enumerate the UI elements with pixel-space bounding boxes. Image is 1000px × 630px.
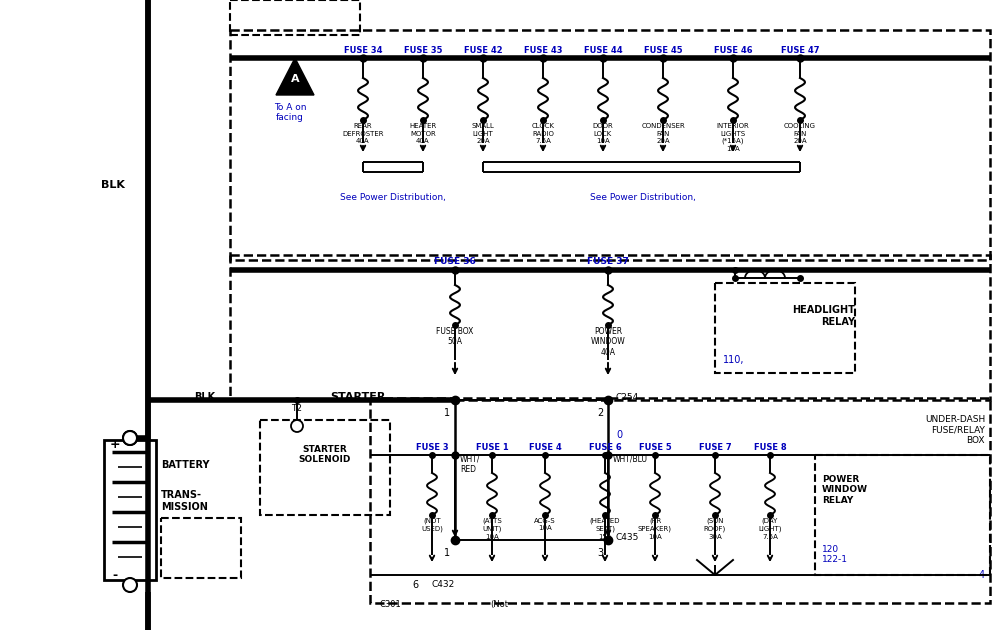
Text: CLOCK
RADIO
7.5A: CLOCK RADIO 7.5A [532, 123, 554, 144]
Text: 1: 1 [444, 408, 450, 418]
Text: COOLING
FAN
20A: COOLING FAN 20A [784, 123, 816, 144]
Text: C432: C432 [432, 580, 455, 589]
Text: TRANS-
MISSION: TRANS- MISSION [161, 490, 208, 512]
Text: SMALL
LIGHT
20A: SMALL LIGHT 20A [472, 123, 494, 144]
Text: FUSE 36: FUSE 36 [434, 257, 476, 266]
Polygon shape [276, 58, 314, 95]
Text: 1: 1 [444, 548, 450, 558]
Bar [260, 420, 390, 515]
Text: See Power Distribution,: See Power Distribution, [340, 193, 446, 202]
Bar [230, 0, 360, 35]
Text: FUSE 44: FUSE 44 [584, 46, 622, 55]
Text: FUSE 37: FUSE 37 [587, 257, 629, 266]
Text: FUSE 45: FUSE 45 [644, 46, 682, 55]
Text: BATTERY: BATTERY [161, 460, 210, 470]
Text: INTERIOR
LIGHTS
(*15A)
10A: INTERIOR LIGHTS (*15A) 10A [717, 123, 749, 152]
Text: FUSE 35: FUSE 35 [404, 46, 442, 55]
Circle shape [123, 431, 137, 445]
Text: To A on
facing: To A on facing [274, 103, 306, 122]
Text: C254: C254 [616, 392, 639, 401]
Text: (ATTS
UNIT)
10A: (ATTS UNIT) 10A [482, 518, 502, 540]
Bar [230, 255, 990, 400]
Text: 0: 0 [616, 430, 622, 440]
Text: 3: 3 [597, 548, 603, 558]
Text: (DAY
LIGHT)
7.5A: (DAY LIGHT) 7.5A [758, 518, 782, 540]
Text: A: A [291, 74, 299, 84]
Text: (HEATED
SEAT)
15A: (HEATED SEAT) 15A [590, 518, 620, 540]
Text: FUSE 4: FUSE 4 [529, 443, 561, 452]
Text: STARTER
SOLENOID: STARTER SOLENOID [299, 445, 351, 464]
Bar [161, 518, 241, 578]
Text: -: - [112, 568, 118, 581]
Text: 120
122-1: 120 122-1 [822, 545, 848, 564]
Circle shape [123, 431, 137, 445]
Text: POWER
WINDOW
RELAY: POWER WINDOW RELAY [822, 475, 868, 505]
Text: BLK: BLK [194, 392, 215, 402]
Bar [715, 283, 855, 373]
Bar [370, 398, 990, 603]
Text: FUSE 8: FUSE 8 [754, 443, 786, 452]
Text: FUSE 1: FUSE 1 [476, 443, 508, 452]
Text: FUSE 43: FUSE 43 [524, 46, 562, 55]
Text: (SUN
ROOF)
30A: (SUN ROOF) 30A [704, 518, 726, 540]
Text: FUSE 6: FUSE 6 [589, 443, 621, 452]
Bar [815, 455, 990, 575]
Text: WHT/BLU: WHT/BLU [613, 455, 648, 464]
Text: CONDENSER
FAN
20A: CONDENSER FAN 20A [641, 123, 685, 144]
Text: DOOR
LOCK
10A: DOOR LOCK 10A [593, 123, 613, 144]
Text: (RR
SPEAKER)
10A: (RR SPEAKER) 10A [638, 518, 672, 540]
Text: FUSE 3: FUSE 3 [416, 443, 448, 452]
Text: C435: C435 [616, 532, 639, 542]
Circle shape [123, 578, 137, 592]
Text: POWER
WINDOW
40A: POWER WINDOW 40A [591, 327, 625, 357]
Text: See Power Distribution,: See Power Distribution, [590, 193, 696, 202]
Text: REAR
DEFROSTER
40A: REAR DEFROSTER 40A [342, 123, 384, 144]
Text: ACG-S
10A: ACG-S 10A [534, 518, 556, 532]
Text: C301: C301 [380, 600, 402, 609]
Text: 4: 4 [979, 570, 985, 580]
Text: 2: 2 [597, 408, 603, 418]
Text: FUSE 34: FUSE 34 [344, 46, 382, 55]
Text: 6: 6 [412, 580, 418, 590]
Text: HEADLIGHT
RELAY: HEADLIGHT RELAY [792, 305, 855, 326]
Text: (Not: (Not [490, 600, 508, 609]
Text: T2: T2 [292, 404, 302, 413]
Text: FUSE 46: FUSE 46 [714, 46, 752, 55]
Text: (NOT
USED): (NOT USED) [421, 518, 443, 532]
Text: STARTER: STARTER [330, 392, 385, 402]
Text: FUSE BOX
50A: FUSE BOX 50A [436, 327, 474, 347]
Text: UNDER-DASH
FUSE/RELAY
BOX: UNDER-DASH FUSE/RELAY BOX [925, 415, 985, 445]
Text: FUSE 5: FUSE 5 [639, 443, 671, 452]
Bar [104, 440, 156, 580]
Text: WHT/
RED: WHT/ RED [460, 455, 480, 474]
Circle shape [291, 420, 303, 432]
Bar [230, 30, 990, 260]
Text: FUSE 47: FUSE 47 [781, 46, 819, 55]
Text: FUSE 42: FUSE 42 [464, 46, 502, 55]
Text: 110,: 110, [723, 355, 744, 365]
Text: FUSE 7: FUSE 7 [699, 443, 731, 452]
Text: +: + [110, 438, 120, 452]
Text: HEATER
MOTOR
40A: HEATER MOTOR 40A [409, 123, 437, 144]
Text: BLK: BLK [101, 180, 125, 190]
